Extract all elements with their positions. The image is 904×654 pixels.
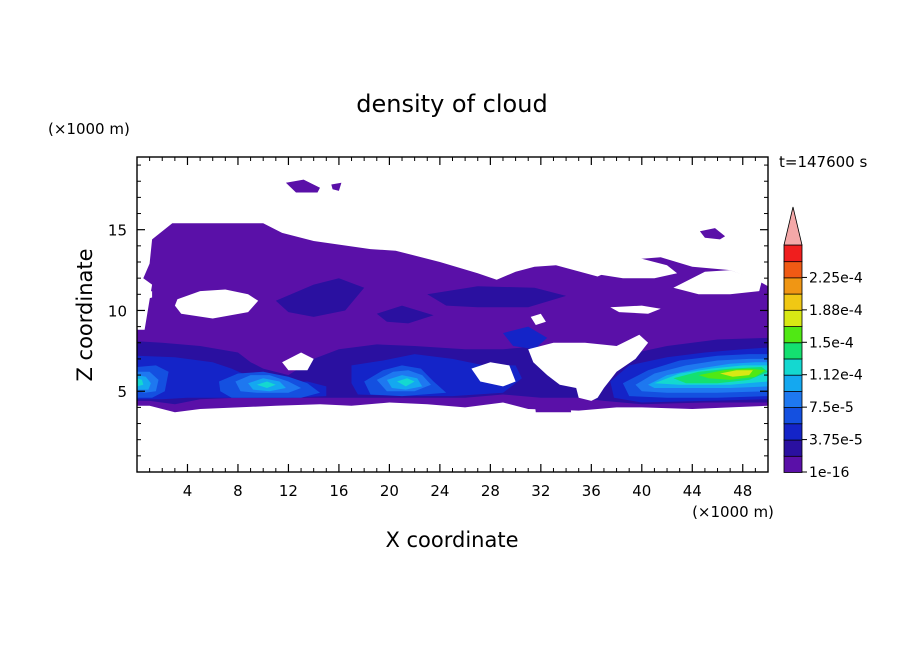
x-unit-label: (×1000 m) bbox=[692, 503, 774, 521]
time-label: t=147600 s bbox=[779, 153, 867, 171]
colorbar-swatch bbox=[783, 309, 803, 327]
x-axis-label: X coordinate bbox=[385, 528, 518, 552]
cloud-free-gap bbox=[282, 352, 314, 371]
colorbar-swatch bbox=[783, 260, 803, 279]
colorbar-swatch bbox=[783, 276, 803, 295]
colorbar-swatch bbox=[783, 390, 803, 408]
cloud-free-gap bbox=[530, 313, 546, 325]
colorbar-swatch bbox=[783, 439, 803, 457]
colorbar-extend-arrow bbox=[783, 206, 803, 246]
colorbar-swatch bbox=[783, 358, 803, 376]
contour-region-level-5 bbox=[137, 375, 151, 390]
y-tick-label: 10 bbox=[108, 302, 127, 320]
colorbar: 1e-16 3.75e-5 7.5e-5 1.12e-4 1.5e-4 1.88e-4 2.… bbox=[783, 206, 863, 481]
colorbar-label: 2.25e-4 bbox=[809, 270, 863, 286]
x-tick-label: 48 bbox=[733, 482, 752, 500]
contour-region-level-0 bbox=[331, 182, 342, 191]
colorbar-label: 3.75e-5 bbox=[809, 433, 863, 449]
cloud-free-gap bbox=[528, 334, 649, 401]
contour-region-level-6 bbox=[137, 378, 144, 387]
contour-region-level-0 bbox=[534, 402, 572, 413]
contour-region-level-0 bbox=[285, 179, 320, 193]
y-axis-label: Z coordinate bbox=[73, 248, 97, 381]
colorbar-label: 1.12e-4 bbox=[809, 368, 863, 384]
cloud-free-gap bbox=[610, 305, 661, 314]
y-tick-label: 5 bbox=[117, 383, 127, 401]
cloud-free-gap bbox=[673, 270, 762, 295]
colorbar-label: 7.5e-5 bbox=[809, 400, 854, 416]
x-axis: 4 8 12 16 20 24 28 32 36 40 44 48 bbox=[149, 157, 756, 500]
chart-title: density of cloud bbox=[356, 90, 547, 118]
colorbar-swatch bbox=[783, 244, 803, 263]
x-tick-label: 36 bbox=[582, 482, 601, 500]
cloud-free-gap bbox=[593, 258, 678, 279]
plot-area bbox=[137, 179, 768, 413]
contour-region-level-6 bbox=[397, 378, 415, 387]
contour-region-level-0 bbox=[699, 228, 726, 240]
cloud-free-gap bbox=[471, 362, 516, 387]
x-tick-label: 28 bbox=[481, 482, 500, 500]
cloud-free-gap bbox=[174, 289, 259, 319]
x-tick-label: 8 bbox=[233, 482, 243, 500]
colorbar-swatch bbox=[783, 422, 803, 441]
contour-region-level-6 bbox=[256, 381, 276, 388]
colorbar-label: 1e-16 bbox=[809, 465, 849, 481]
x-tick-label: 4 bbox=[183, 482, 193, 500]
x-tick-label: 44 bbox=[683, 482, 702, 500]
contour-region-level-1 bbox=[376, 305, 434, 324]
y-unit-label: (×1000 m) bbox=[48, 120, 130, 138]
colorbar-swatch bbox=[783, 374, 803, 392]
x-tick-label: 40 bbox=[632, 482, 651, 500]
y-axis: 5 10 15 bbox=[108, 164, 768, 457]
x-tick-label: 32 bbox=[531, 482, 550, 500]
y-tick-label: 15 bbox=[108, 222, 127, 240]
colorbar-swatch bbox=[783, 406, 803, 425]
cloud-free-gap bbox=[137, 291, 153, 301]
x-tick-label: 12 bbox=[279, 482, 298, 500]
colorbar-swatch bbox=[783, 293, 803, 311]
contour-region-level-9 bbox=[720, 370, 753, 377]
colorbar-swatch bbox=[783, 455, 803, 473]
x-tick-label: 16 bbox=[329, 482, 348, 500]
colorbar-label: 1.5e-4 bbox=[809, 335, 854, 351]
contour-region-level-1 bbox=[427, 286, 567, 308]
contour-region-level-1 bbox=[275, 278, 365, 317]
x-tick-label: 20 bbox=[380, 482, 399, 500]
colorbar-swatch bbox=[783, 341, 803, 360]
colorbar-label: 1.88e-4 bbox=[809, 303, 863, 319]
x-tick-label: 24 bbox=[430, 482, 449, 500]
colorbar-swatch bbox=[783, 325, 803, 344]
contour-region-level-2 bbox=[503, 326, 548, 350]
